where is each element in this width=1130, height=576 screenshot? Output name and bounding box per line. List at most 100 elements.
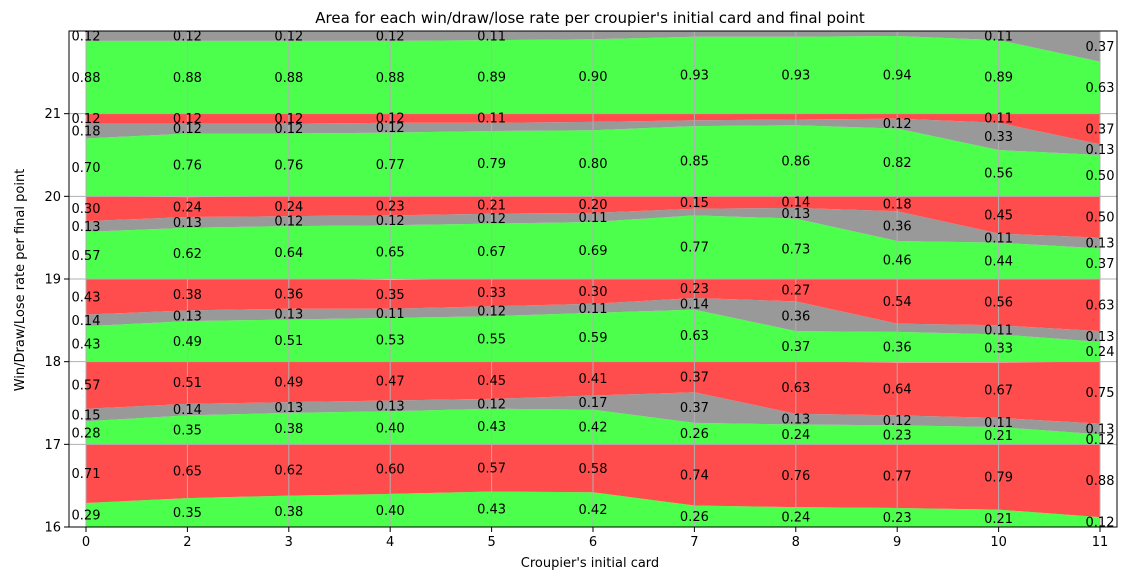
value-label-17-lose: 0.75 <box>1086 386 1115 401</box>
value-label-21-win: 0.93 <box>781 69 810 84</box>
value-label-20-lose: 0.12 <box>274 112 303 127</box>
value-label-16-lose: 0.57 <box>477 461 506 476</box>
value-label-20-draw: 0.12 <box>883 117 912 132</box>
value-label-21-win: 0.94 <box>883 68 912 83</box>
value-label-21-draw: 0.12 <box>274 30 303 45</box>
value-label-20-draw: 0.18 <box>72 125 101 140</box>
value-label-21-win: 0.93 <box>680 69 709 84</box>
y-tick-label: 19 <box>44 273 61 288</box>
value-label-19-win: 0.46 <box>883 253 912 268</box>
value-label-17-win: 0.40 <box>376 421 405 436</box>
value-label-18-draw: 0.13 <box>173 309 202 324</box>
value-label-17-lose: 0.57 <box>72 379 101 394</box>
value-label-19-draw: 0.11 <box>579 211 608 226</box>
value-label-16-lose: 0.71 <box>72 467 101 482</box>
value-label-19-win: 0.62 <box>173 247 202 262</box>
y-tick-label: 21 <box>44 107 61 122</box>
value-label-17-draw: 0.11 <box>984 416 1013 431</box>
value-label-21-draw: 0.12 <box>72 30 101 45</box>
value-label-19-draw: 0.12 <box>376 214 405 229</box>
value-label-19-lose: 0.18 <box>883 197 912 212</box>
value-label-17-draw: 0.13 <box>274 401 303 416</box>
value-label-20-win: 0.76 <box>274 158 303 173</box>
y-tick-label: 17 <box>44 438 61 453</box>
value-label-19-lose: 0.14 <box>781 196 810 211</box>
value-label-16-win: 0.26 <box>680 510 709 525</box>
value-label-19-lose: 0.50 <box>1086 211 1115 226</box>
x-tick-label: 0 <box>82 535 90 550</box>
value-label-21-win: 0.88 <box>376 71 405 86</box>
value-label-18-lose: 0.23 <box>680 282 709 297</box>
value-label-17-win: 0.23 <box>883 428 912 443</box>
area-21-draw <box>86 31 1100 62</box>
value-label-17-win: 0.43 <box>477 420 506 435</box>
value-label-20-win: 0.86 <box>781 154 810 169</box>
value-label-17-win: 0.28 <box>72 426 101 441</box>
value-label-18-draw: 0.11 <box>579 302 608 317</box>
x-tick-label: 3 <box>285 535 293 550</box>
value-label-16-lose: 0.79 <box>984 470 1013 485</box>
value-label-17-lose: 0.37 <box>680 370 709 385</box>
value-label-19-draw: 0.11 <box>984 232 1013 247</box>
value-label-20-draw: 0.12 <box>376 121 405 136</box>
value-label-16-win: 0.43 <box>477 503 506 518</box>
value-label-16-lose: 0.65 <box>173 465 202 480</box>
area-19-lose <box>86 196 1100 238</box>
y-tick-label: 18 <box>44 355 61 370</box>
value-label-18-lose: 0.33 <box>477 286 506 301</box>
value-label-19-lose: 0.21 <box>477 199 506 214</box>
value-label-16-lose: 0.76 <box>781 469 810 484</box>
value-label-19-win: 0.44 <box>984 254 1013 269</box>
value-label-20-draw: 0.12 <box>173 122 202 137</box>
value-label-19-win: 0.73 <box>781 242 810 257</box>
value-label-17-lose: 0.67 <box>984 384 1013 399</box>
value-label-18-win: 0.55 <box>477 332 506 347</box>
value-label-18-draw: 0.11 <box>376 307 405 322</box>
value-label-17-lose: 0.47 <box>376 375 405 390</box>
value-label-19-lose: 0.23 <box>376 199 405 214</box>
value-label-17-draw: 0.12 <box>477 397 506 412</box>
value-label-17-win: 0.12 <box>1086 433 1115 448</box>
value-label-19-draw: 0.13 <box>781 207 810 222</box>
value-label-19-draw: 0.12 <box>477 212 506 227</box>
value-label-18-win: 0.36 <box>883 340 912 355</box>
x-tick-label: 9 <box>893 535 901 550</box>
area-20-draw <box>86 118 1100 155</box>
value-label-21-win: 0.89 <box>984 70 1013 85</box>
value-label-17-draw: 0.13 <box>781 413 810 428</box>
value-label-19-lose: 0.15 <box>680 196 709 211</box>
value-label-17-win: 0.35 <box>173 423 202 438</box>
value-label-21-win: 0.90 <box>579 70 608 85</box>
area-18-lose <box>86 279 1100 332</box>
value-label-16-lose: 0.88 <box>1086 474 1115 489</box>
value-label-18-lose: 0.36 <box>274 287 303 302</box>
area-18-draw <box>86 298 1100 342</box>
value-label-18-win: 0.63 <box>680 329 709 344</box>
value-label-18-draw: 0.11 <box>984 323 1013 338</box>
value-label-21-draw: 0.12 <box>173 30 202 45</box>
value-label-20-win: 0.76 <box>173 158 202 173</box>
value-label-17-lose: 0.49 <box>274 375 303 390</box>
value-label-18-lose: 0.30 <box>579 285 608 300</box>
value-label-21-draw: 0.11 <box>477 30 506 45</box>
value-label-18-win: 0.53 <box>376 333 405 348</box>
value-label-19-win: 0.65 <box>376 246 405 261</box>
value-label-16-win: 0.35 <box>173 506 202 521</box>
value-label-18-win: 0.33 <box>984 342 1013 357</box>
value-label-18-win: 0.59 <box>579 331 608 346</box>
value-label-16-win: 0.23 <box>883 511 912 526</box>
area-layer <box>86 31 1100 527</box>
value-label-17-win: 0.42 <box>579 420 608 435</box>
value-label-20-win: 0.79 <box>477 157 506 172</box>
value-label-19-lose: 0.20 <box>579 198 608 213</box>
x-tick-label: 4 <box>386 535 394 550</box>
value-label-18-lose: 0.63 <box>1086 299 1115 314</box>
value-label-16-lose: 0.77 <box>883 470 912 485</box>
value-label-20-draw: 0.13 <box>1086 143 1115 158</box>
value-label-21-win: 0.88 <box>72 71 101 86</box>
value-label-18-lose: 0.35 <box>376 288 405 303</box>
value-label-18-lose: 0.56 <box>984 296 1013 311</box>
value-label-17-win: 0.21 <box>984 429 1013 444</box>
x-tick-label: 6 <box>589 535 597 550</box>
